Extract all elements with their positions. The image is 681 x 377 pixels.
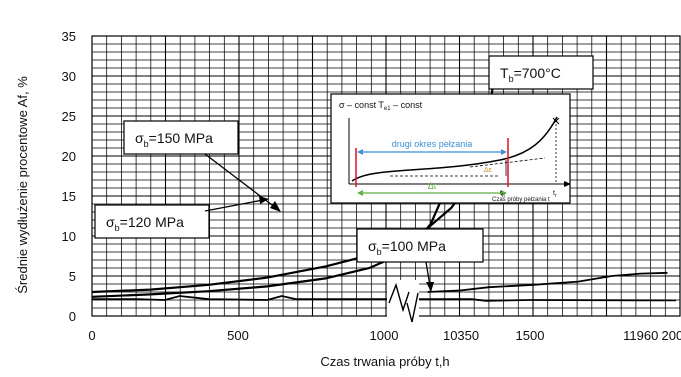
label-box-150mpa <box>123 120 239 155</box>
x-tick-label: 1000 <box>370 328 399 343</box>
temperature-label: Tb=700°C <box>500 65 561 84</box>
inset-delta-eps-label: Δε <box>484 167 492 174</box>
inset-t-ii-label: tII <box>500 190 505 199</box>
y-tick-label: 5 <box>69 269 76 284</box>
y-tick-label: 35 <box>62 29 76 44</box>
pointer-arrowhead <box>259 196 269 204</box>
axis-break-mask <box>387 280 419 325</box>
chart-annotations: σb=150 MPa σb=120 MPa σb=100 MPa Tb=700°C <box>94 55 594 292</box>
series-label-120mpa: σb=120 MPa <box>106 214 184 233</box>
x-axis-title: Czas trwania próby t,h <box>320 354 449 369</box>
inset-t-r-label: tr <box>553 190 557 199</box>
series-line-100mpa-segment2 <box>427 271 668 293</box>
x-tick-label: 1500 <box>516 328 545 343</box>
inset-period-arrowhead <box>501 149 507 155</box>
axis-break-mark <box>388 282 410 313</box>
inset-delta-t-label: Δt <box>428 181 437 191</box>
y-tick-label: 25 <box>62 109 76 124</box>
series-line-100mpa-segment1 <box>92 295 677 302</box>
inset-period-arrowhead <box>357 149 363 155</box>
inset-delta-t-arrowhead <box>501 190 507 196</box>
y-tick-label: 15 <box>62 189 76 204</box>
y-tick-label: 20 <box>62 149 76 164</box>
pointer-arrowhead <box>426 282 434 292</box>
x-tick-label: 10350 <box>443 328 479 343</box>
inset-header: σ – const Te1 – const <box>339 100 423 112</box>
series-label-100mpa: σb=100 MPa <box>368 238 446 257</box>
x-tick-label: 0 <box>88 328 95 343</box>
series-label-150mpa: σb=150 MPa <box>135 130 213 149</box>
y-axis-title: Średnie wydłużenie procentowe Af, % <box>15 76 30 294</box>
y-tick-label: 30 <box>62 69 76 84</box>
inset-x-label: Czas próby pełzania t <box>492 197 550 203</box>
x-tick-label: 500 <box>227 328 249 343</box>
pointer-arrowhead <box>270 201 281 212</box>
inset-creep-curve <box>351 116 558 182</box>
inset-delta-t-arrowhead <box>357 190 363 196</box>
x-tick-label: 2000 <box>662 328 681 343</box>
axis-break-mark <box>406 292 419 323</box>
label-box-120mpa <box>94 204 210 239</box>
label-box-temperature <box>488 55 594 90</box>
chart-tick-labels: 0 5 10 15 20 25 30 35 0 500 1000 1500 2000 10350 11960 <box>62 29 681 343</box>
y-tick-label: 10 <box>62 229 76 244</box>
inset-period-label: drugi okres pełzania <box>392 139 473 149</box>
pointer-line-120mpa <box>204 199 264 212</box>
inset-diagram: σ – const Te1 – const drugi okres pełzani… <box>330 93 571 204</box>
inset-x-arrowhead <box>564 181 571 187</box>
y-tick-label: 0 <box>69 309 76 324</box>
x-tick-label: 11960 <box>623 328 658 343</box>
label-box-100mpa <box>356 228 484 263</box>
